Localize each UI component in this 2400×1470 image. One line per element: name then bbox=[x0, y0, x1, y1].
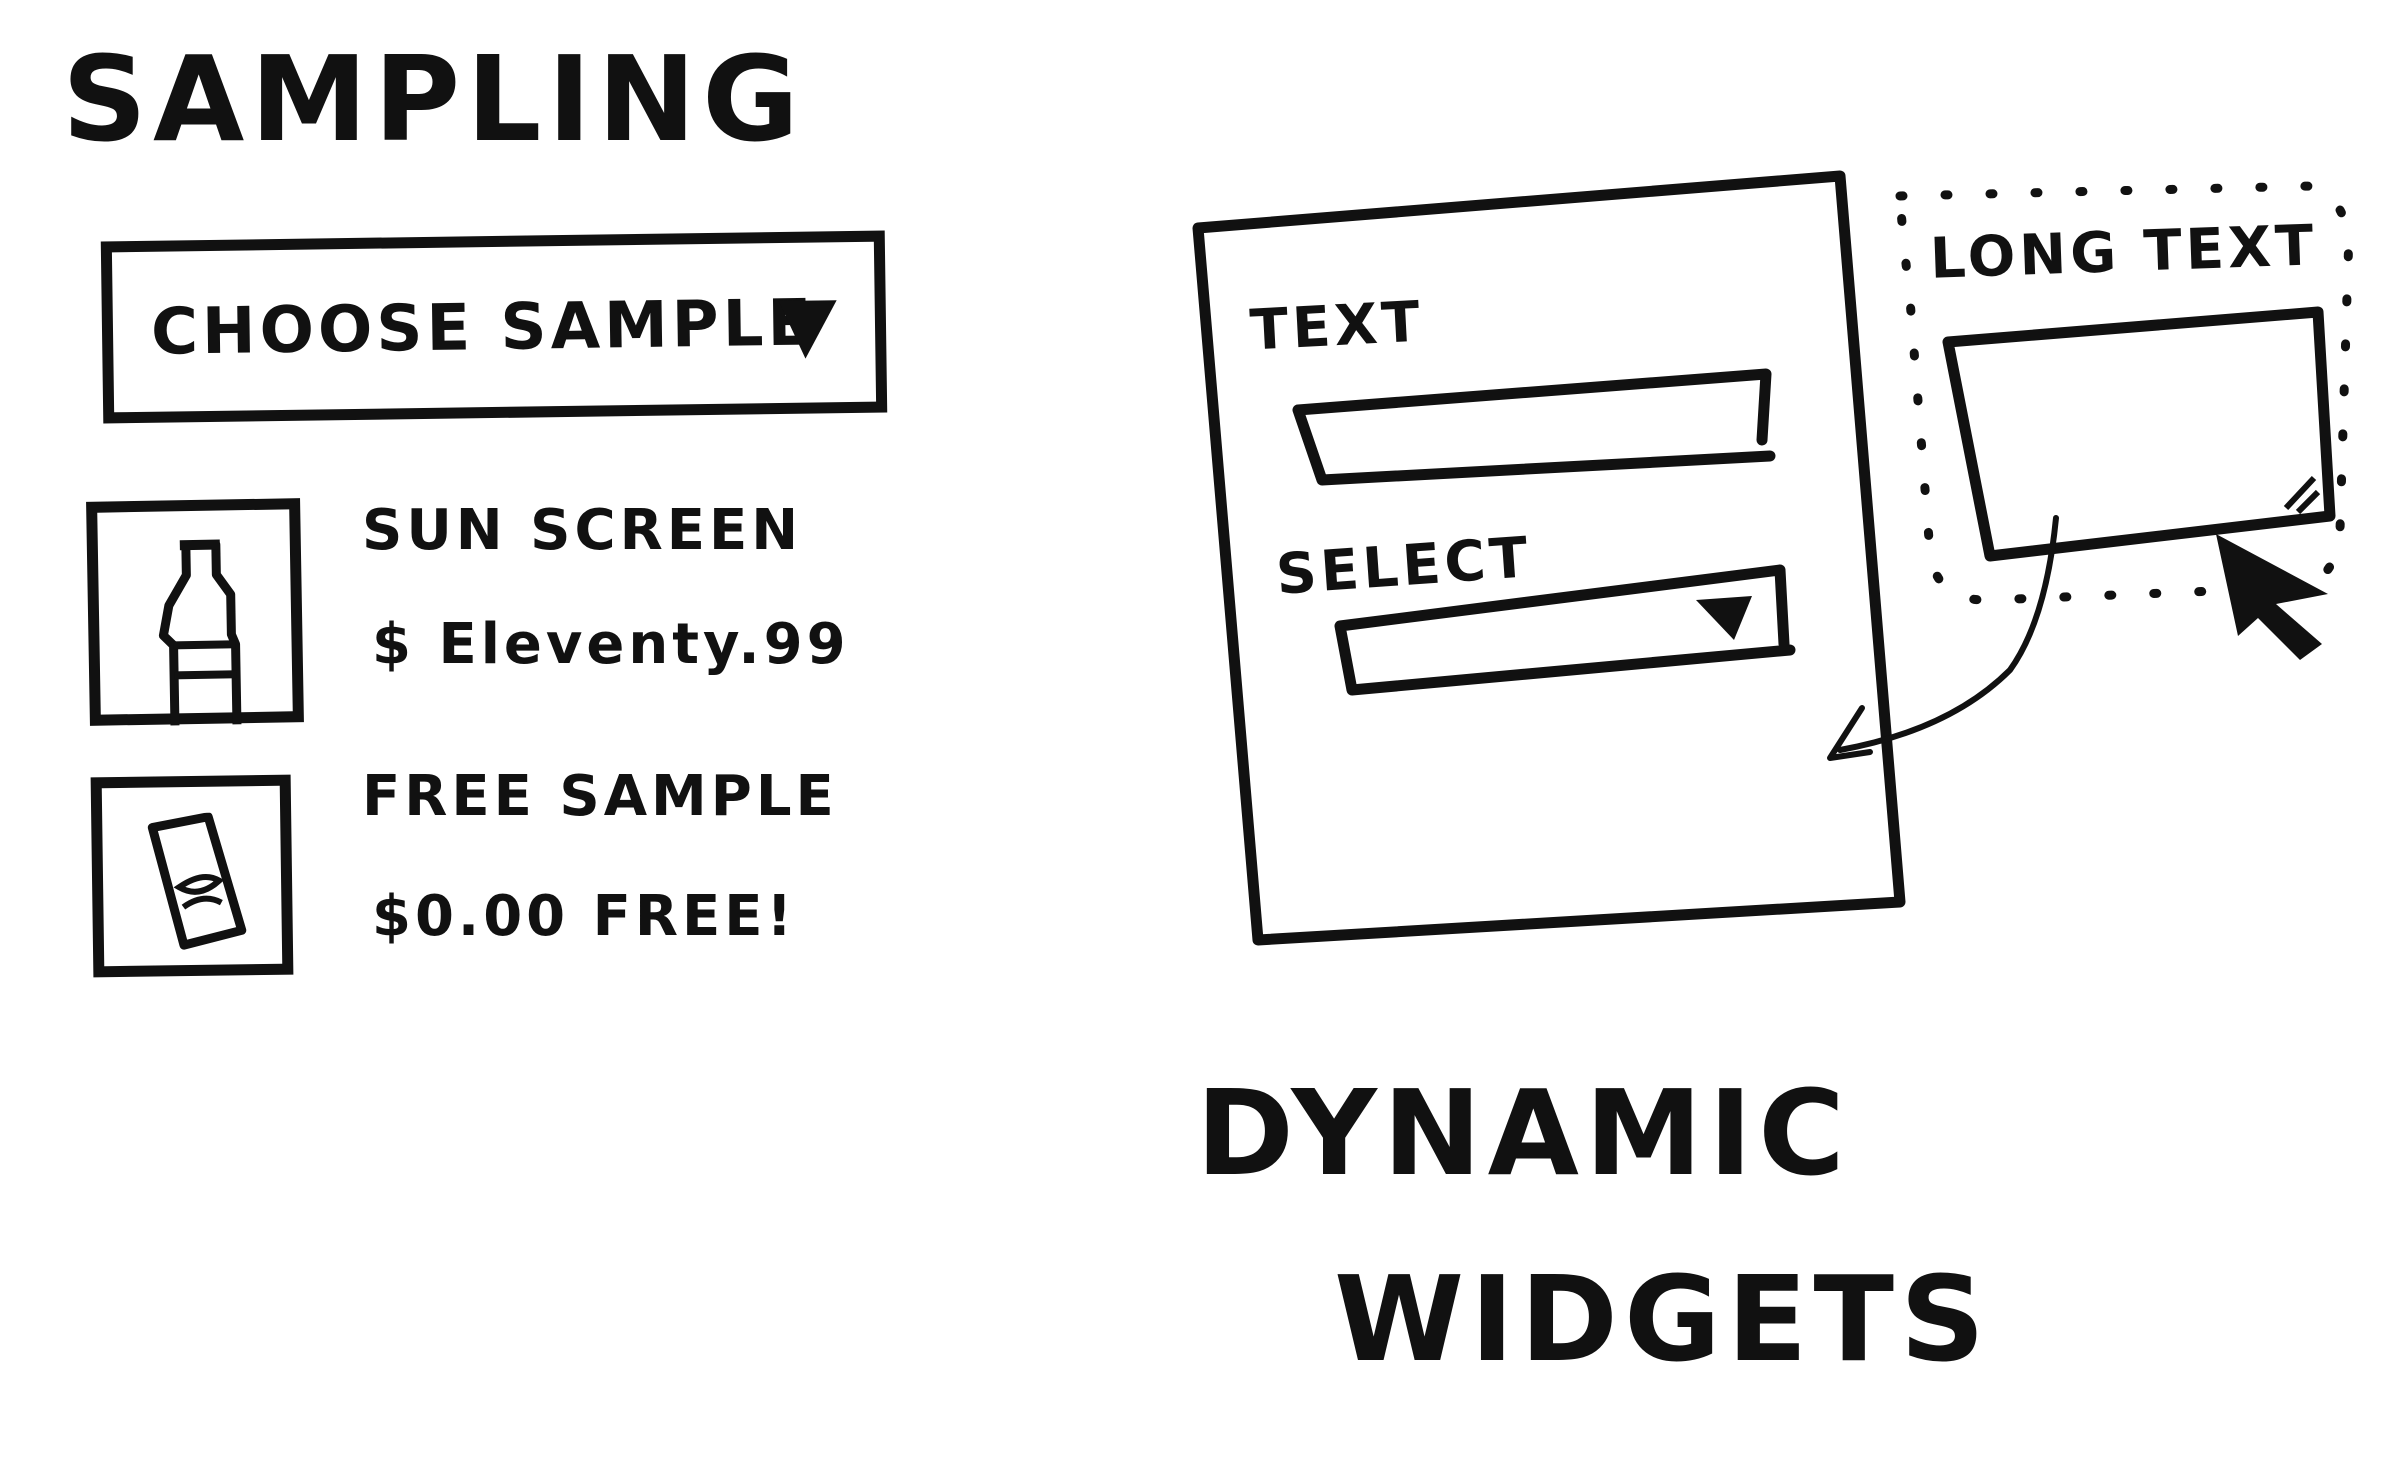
dynamic-widgets-title-line2: WIDGETS bbox=[1334, 1250, 1991, 1388]
choose-sample-dropdown[interactable]: CHOOSE SAMPLE bbox=[100, 230, 888, 424]
popout-dotted-outline bbox=[1895, 181, 2353, 605]
connector-arrow bbox=[1837, 515, 2059, 753]
text-input[interactable] bbox=[1300, 378, 1768, 478]
bottle-icon bbox=[158, 539, 242, 726]
product-thumbnail-sunscreen[interactable] bbox=[86, 498, 304, 726]
product-price-free-sample: $0.00 FREE! bbox=[372, 884, 797, 949]
text-field-label: TEXT bbox=[1248, 289, 1426, 364]
product-name-sunscreen: SUN SCREEN bbox=[362, 498, 803, 563]
dynamic-widgets-title-line1: DYNAMIC bbox=[1196, 1064, 1851, 1202]
sampling-title: SAMPLING bbox=[62, 30, 805, 168]
text-input-outline bbox=[1292, 368, 1776, 486]
triangle-down-icon bbox=[778, 300, 837, 359]
packet-icon bbox=[147, 812, 247, 950]
cursor-arrow-icon bbox=[2216, 534, 2328, 660]
select-input-outline bbox=[1334, 564, 1796, 696]
resize-handle-icon bbox=[2283, 475, 2321, 515]
long-text-label: LONG TEXT bbox=[1928, 213, 2319, 292]
product-thumbnail-free-sample[interactable] bbox=[90, 774, 294, 978]
product-price-sunscreen: $ Eleventy.99 bbox=[372, 612, 850, 677]
product-name-free-sample: FREE SAMPLE bbox=[362, 764, 838, 829]
long-text-area[interactable] bbox=[1950, 316, 2328, 554]
select-input[interactable] bbox=[1342, 574, 1788, 688]
form-panel-outline bbox=[1192, 170, 1906, 946]
long-text-area-outline bbox=[1942, 306, 2336, 562]
select-triangle-icon bbox=[1696, 596, 1752, 640]
